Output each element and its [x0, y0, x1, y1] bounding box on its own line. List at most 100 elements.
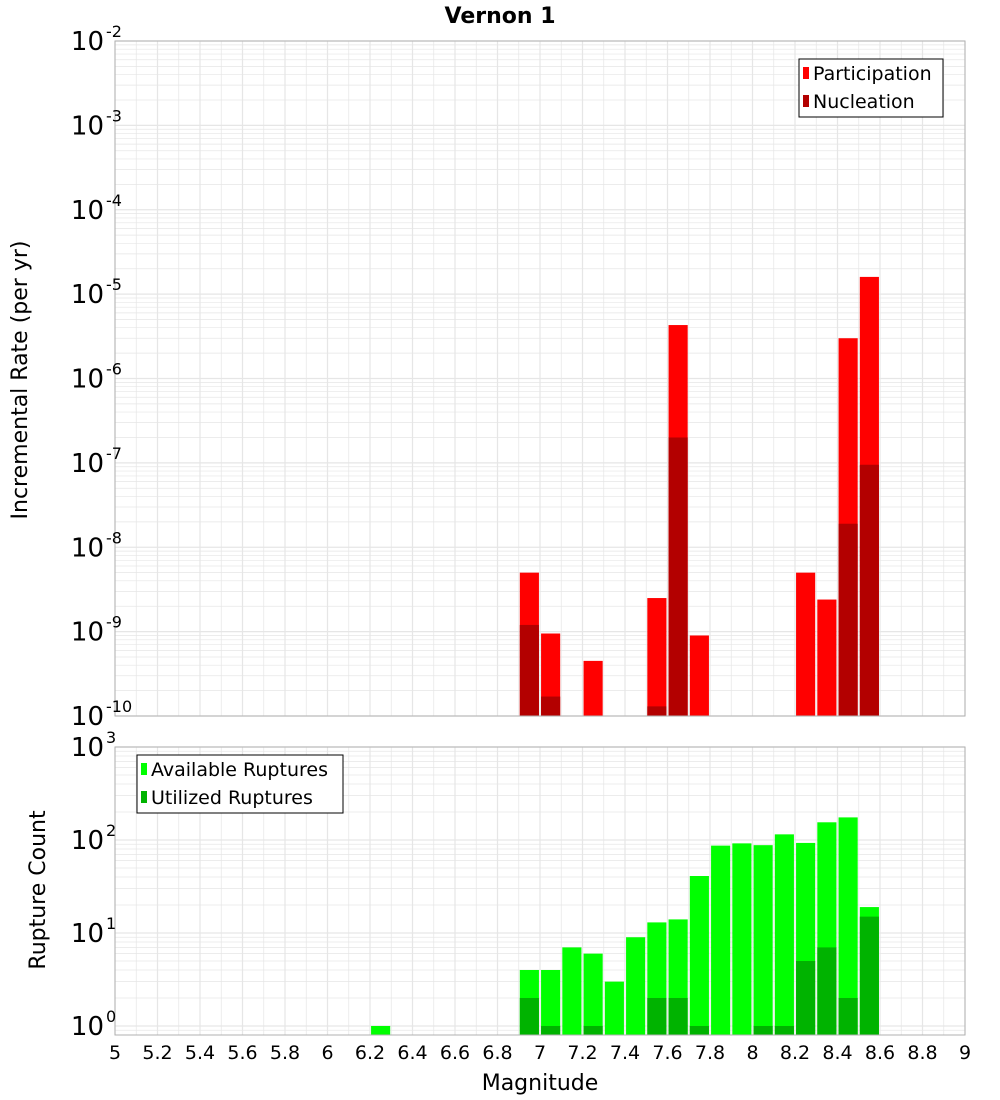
rate-legend-label: Nucleation — [813, 91, 915, 113]
count-bar-utilized — [838, 997, 858, 1035]
x-tick-label: 6 — [321, 1042, 333, 1064]
rate-legend-swatch — [803, 95, 809, 107]
rate-y-tick-label: 10 — [71, 280, 104, 310]
rate-bar-participation — [689, 635, 709, 716]
x-tick-label: 6.2 — [355, 1042, 385, 1064]
count-bar-available — [371, 1025, 391, 1035]
rate-legend-box — [798, 58, 944, 118]
count-bar-available — [711, 845, 731, 1035]
count-bar-utilized — [519, 997, 539, 1035]
count-bar-available — [774, 834, 794, 1035]
rate-bar-participation — [583, 660, 603, 716]
count-legend-swatch — [141, 763, 147, 775]
rate-y-tick-exponent: -8 — [106, 528, 122, 547]
count-bar-utilized — [647, 997, 667, 1035]
count-y-axis-label: Rupture Count — [26, 810, 51, 970]
count-bar-available — [753, 845, 773, 1035]
x-tick-label: 7.8 — [695, 1042, 725, 1064]
x-tick-label: 5 — [109, 1042, 121, 1064]
count-bar-utilized — [753, 1025, 773, 1035]
rate-plot-frame — [114, 40, 966, 717]
count-y-tick-label: 10 — [71, 826, 104, 856]
rate-legend: Participation Nucleation — [798, 58, 944, 118]
rate-y-tick-exponent: -4 — [106, 191, 122, 210]
x-tick-label: 5.4 — [185, 1042, 215, 1064]
count-y-tick-exponent: 1 — [106, 914, 116, 933]
count-bar-utilized — [668, 997, 688, 1035]
count-bar-available — [583, 953, 603, 1035]
rate-y-axis-label: Incremental Rate (per yr) — [8, 241, 33, 520]
count-y-tick-exponent: 2 — [106, 821, 116, 840]
count-bar-utilized — [774, 1025, 794, 1035]
rate-bar-participation — [817, 599, 837, 716]
rate-y-tick-label: 10 — [71, 702, 104, 732]
rate-bar-nucleation — [647, 706, 667, 716]
count-bar-utilized — [541, 1025, 561, 1035]
count-bar-available — [604, 981, 624, 1035]
rate-bar-participation — [647, 598, 667, 716]
x-tick-label: 7.6 — [652, 1042, 682, 1064]
count-bar-available — [562, 947, 582, 1035]
count-plot-frame — [114, 746, 966, 1036]
count-legend-box — [136, 754, 344, 814]
x-tick-label: 5.8 — [270, 1042, 300, 1064]
rate-y-tick-exponent: -5 — [106, 275, 122, 294]
count-y-tick-label: 10 — [71, 733, 104, 763]
rate-bar-nucleation — [541, 696, 561, 716]
count-bar-utilized — [859, 916, 879, 1035]
count-y-tick-exponent: 0 — [106, 1007, 116, 1026]
count-y-tick-label: 10 — [71, 919, 104, 949]
rate-legend-label: Participation — [813, 63, 932, 85]
count-y-tick-exponent: 3 — [106, 728, 116, 747]
x-tick-label: 9 — [959, 1042, 971, 1064]
x-axis-label: Magnitude — [482, 1071, 599, 1096]
count-bar-available — [626, 937, 646, 1035]
chart-title: Vernon 1 — [445, 4, 556, 29]
rate-y-tick-exponent: -6 — [106, 360, 122, 379]
count-bar-utilized — [817, 947, 837, 1035]
rate-y-tick-label: 10 — [71, 365, 104, 395]
x-tick-label: 6.6 — [440, 1042, 470, 1064]
count-legend: Available Ruptures Utilized Ruptures — [136, 754, 344, 814]
x-tick-label: 5.6 — [227, 1042, 257, 1064]
rate-bar-participation — [796, 572, 816, 716]
rate-y-tick-label: 10 — [71, 618, 104, 648]
rate-bar-participation — [541, 633, 561, 716]
x-tick-label: 6.4 — [397, 1042, 427, 1064]
x-tick-label: 8.2 — [780, 1042, 810, 1064]
x-tick-label: 7.2 — [567, 1042, 597, 1064]
rate-y-tick-label: 10 — [71, 27, 104, 57]
count-legend-label: Utilized Ruptures — [151, 787, 313, 809]
rate-y-tick-exponent: -7 — [106, 444, 122, 463]
x-tick-label: 8.4 — [822, 1042, 852, 1064]
x-tick-label: 8.6 — [865, 1042, 895, 1064]
x-tick-label: 6.8 — [482, 1042, 512, 1064]
rate-bar-nucleation — [859, 464, 879, 716]
x-tick-label: 7 — [534, 1042, 546, 1064]
count-legend-label: Available Ruptures — [151, 759, 328, 781]
count-bar-available — [732, 843, 752, 1035]
rate-y-tick-label: 10 — [71, 111, 104, 141]
rate-bar-nucleation — [668, 437, 688, 716]
rate-y-tick-exponent: -10 — [106, 697, 132, 716]
x-tick-label: 8.8 — [907, 1042, 937, 1064]
rate-y-tick-label: 10 — [71, 449, 104, 479]
count-bar-utilized — [583, 1025, 603, 1035]
rate-y-tick-label: 10 — [71, 196, 104, 226]
rate-bar-nucleation — [838, 523, 858, 716]
count-legend-swatch — [141, 791, 147, 803]
count-bar-available — [838, 817, 858, 1035]
rate-y-tick-exponent: -3 — [106, 106, 122, 125]
x-tick-label: 8 — [746, 1042, 758, 1064]
count-bar-available — [689, 876, 709, 1035]
rate-y-tick-label: 10 — [71, 533, 104, 563]
count-bar-available — [541, 969, 561, 1035]
rate-y-tick-exponent: -9 — [106, 613, 122, 632]
rate-legend-swatch — [803, 67, 809, 79]
rate-bar-nucleation — [519, 624, 539, 716]
count-y-tick-label: 10 — [71, 1012, 104, 1042]
count-bar-utilized — [689, 1025, 709, 1035]
